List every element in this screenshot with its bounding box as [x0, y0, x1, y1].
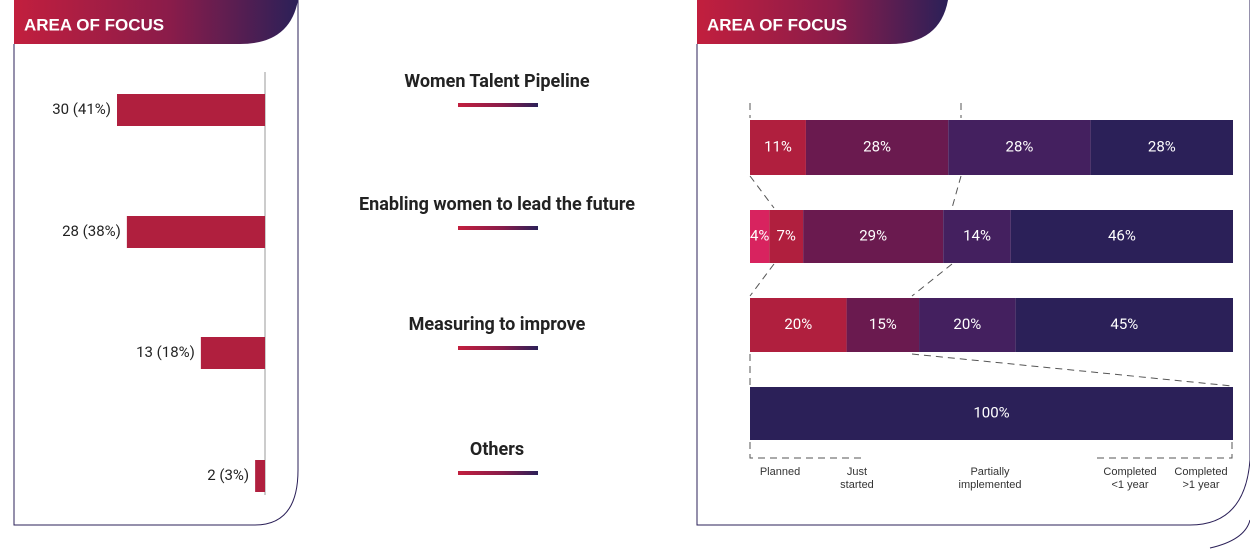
bar	[200, 337, 265, 369]
legend-item: Completed <1 year	[1103, 466, 1157, 491]
category-underline	[458, 226, 538, 230]
bar-segment	[846, 298, 920, 352]
legend-label: Planned	[759, 466, 801, 478]
bar	[255, 460, 265, 492]
category-label: Enabling women to lead the future	[359, 194, 635, 215]
legend-label: Completed >1 year	[1174, 466, 1228, 491]
bar-segment	[1015, 298, 1233, 352]
segment-label: 28%	[1006, 137, 1034, 155]
value-label: 28 (38%)	[62, 222, 121, 240]
bar-segment	[769, 210, 804, 263]
segment-label: 28%	[1148, 137, 1176, 155]
category-underline	[458, 346, 538, 350]
category-label: Women Talent Pipeline	[404, 71, 589, 92]
segment-label: 46%	[1108, 226, 1136, 244]
category-underline	[458, 103, 538, 107]
left-title: AREA OF FOCUS	[24, 15, 164, 34]
bar-segment	[803, 210, 944, 263]
segment-label: 4%	[750, 226, 769, 244]
right-header	[697, 0, 948, 44]
segment-label: 29%	[859, 226, 887, 244]
bar-segment	[948, 120, 1091, 175]
value-label: 30 (41%)	[52, 100, 111, 118]
legend-item: Just started	[840, 466, 874, 491]
bar-segment	[943, 210, 1011, 263]
bar-segment	[750, 120, 806, 175]
left-header	[14, 0, 298, 44]
legend-label: Partially implemented	[958, 466, 1022, 491]
bar-segment	[750, 387, 1233, 440]
connectors	[749, 103, 1233, 459]
value-label: 13 (18%)	[136, 343, 195, 361]
category-label: Measuring to improve	[409, 314, 586, 335]
right-panel-curve	[1209, 519, 1250, 549]
bar-segment	[919, 298, 1016, 352]
segment-label: 28%	[863, 137, 891, 155]
segment-label: 14%	[963, 226, 991, 244]
bar	[117, 94, 265, 126]
bar-segment	[750, 210, 770, 263]
bar-segment	[805, 120, 949, 175]
segment-label: 20%	[953, 315, 981, 333]
legend-item: Completed >1 year	[1174, 466, 1228, 491]
right-panel-border	[696, 0, 1250, 526]
legend-item: Planned	[759, 466, 801, 478]
segment-label: 15%	[869, 315, 897, 333]
category-label: Others	[470, 439, 524, 460]
bar-segment	[1090, 120, 1233, 175]
legend-label: Just started	[840, 466, 874, 491]
segment-label: 20%	[784, 315, 812, 333]
left-panel-border	[13, 0, 299, 526]
bar-segment	[750, 298, 847, 352]
legend-label: Completed <1 year	[1103, 466, 1157, 491]
segment-label: 11%	[764, 137, 792, 155]
segment-label: 7%	[777, 226, 796, 244]
segment-label: 100%	[973, 403, 1009, 421]
category-underline	[458, 471, 538, 475]
bar-segment	[1010, 210, 1233, 263]
legend-item: Partially implemented	[958, 466, 1022, 491]
bar	[126, 216, 265, 248]
right-title: AREA OF FOCUS	[707, 15, 847, 34]
segment-label: 45%	[1110, 315, 1138, 333]
value-label: 2 (3%)	[207, 466, 249, 484]
